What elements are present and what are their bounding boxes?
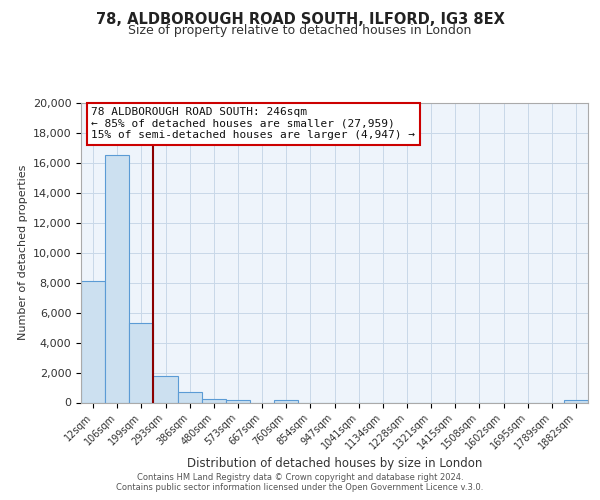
Text: Contains public sector information licensed under the Open Government Licence v.: Contains public sector information licen… xyxy=(116,484,484,492)
Bar xyxy=(105,155,129,402)
Bar xyxy=(274,400,298,402)
Bar xyxy=(154,376,178,402)
Text: Contains HM Land Registry data © Crown copyright and database right 2024.: Contains HM Land Registry data © Crown c… xyxy=(137,472,463,482)
Y-axis label: Number of detached properties: Number of detached properties xyxy=(19,165,28,340)
Bar xyxy=(178,392,202,402)
X-axis label: Distribution of detached houses by size in London: Distribution of detached houses by size … xyxy=(187,457,482,470)
Bar xyxy=(202,399,226,402)
Bar xyxy=(226,400,250,402)
Text: 78 ALDBOROUGH ROAD SOUTH: 246sqm
← 85% of detached houses are smaller (27,959)
1: 78 ALDBOROUGH ROAD SOUTH: 246sqm ← 85% o… xyxy=(91,107,415,140)
Bar xyxy=(81,281,105,402)
Text: 78, ALDBOROUGH ROAD SOUTH, ILFORD, IG3 8EX: 78, ALDBOROUGH ROAD SOUTH, ILFORD, IG3 8… xyxy=(95,12,505,28)
Bar xyxy=(564,400,588,402)
Text: Size of property relative to detached houses in London: Size of property relative to detached ho… xyxy=(128,24,472,37)
Bar xyxy=(129,323,154,402)
